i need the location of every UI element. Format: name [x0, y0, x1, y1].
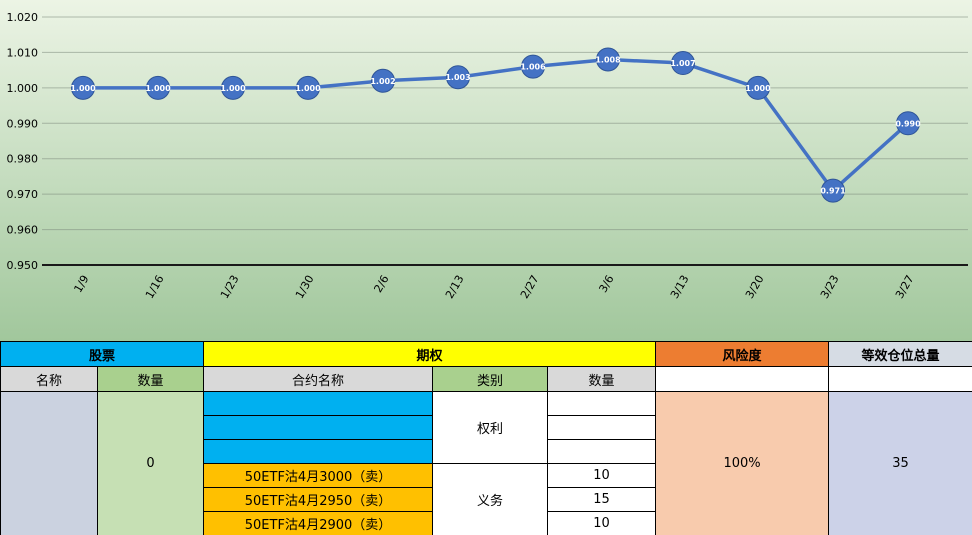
total-value-cell[interactable]: 35: [828, 391, 972, 535]
y-tick-label: 0.970: [7, 188, 39, 201]
data-point-marker: [296, 75, 320, 100]
risk-value-cell[interactable]: 100%: [655, 391, 830, 535]
subheader-category[interactable]: 类别: [432, 366, 549, 392]
option-qty-cell[interactable]: [547, 415, 657, 440]
contract-cell[interactable]: [203, 415, 434, 440]
x-tick-label: 2/13: [443, 273, 467, 301]
contract-cell[interactable]: [203, 391, 434, 416]
data-point-marker: [71, 75, 95, 100]
data-point-label: 1.000: [145, 84, 171, 93]
net-value-line-chart: 1.020 1.010 1.000 0.990 0.980 0.970 0.960 0.950…: [0, 0, 972, 341]
data-point-marker: [746, 75, 770, 100]
header-risk[interactable]: 风险度: [655, 341, 830, 367]
x-tick-label: 3/6: [596, 273, 616, 295]
subheader-option-qty[interactable]: 数量: [547, 366, 657, 392]
option-qty-cell[interactable]: 10: [547, 463, 657, 488]
data-point-label: 1.007: [670, 59, 695, 68]
data-point-label: 0.990: [895, 119, 921, 128]
y-tick-label: 0.960: [7, 224, 39, 237]
header-stock[interactable]: 股票: [0, 341, 205, 367]
data-point-marker: [371, 68, 395, 93]
data-point-label: 1.003: [445, 73, 470, 82]
positions-table: 股票 期权 风险度 等效仓位总量 名称 数量 合约名称 类别 数量 0 权利 1…: [0, 341, 972, 535]
y-tick-label: 0.990: [7, 117, 39, 130]
y-tick-label: 1.010: [7, 46, 39, 59]
subheader-total-blank[interactable]: [828, 366, 972, 392]
x-tick-label: 3/13: [668, 273, 692, 301]
data-point-label: 1.006: [520, 63, 546, 72]
data-point-label: 1.008: [595, 56, 621, 65]
y-tick-label: 0.950: [7, 259, 39, 272]
table-row: 50ETF沽4月2950（卖） 15: [1, 487, 972, 512]
subheader-stock-qty[interactable]: 数量: [96, 366, 205, 392]
header-option[interactable]: 期权: [203, 341, 657, 367]
contract-cell[interactable]: 50ETF沽4月2900（卖）: [203, 511, 434, 535]
x-tick-label: 3/27: [893, 273, 917, 301]
x-tick-label: 1/23: [218, 273, 242, 301]
sub-header-row: 名称 数量 合约名称 类别 数量: [0, 366, 972, 392]
option-qty-cell[interactable]: 10: [547, 511, 657, 535]
x-tick-label: 2/27: [518, 273, 542, 301]
x-tick-label: 1/9: [71, 273, 91, 295]
x-tick-label: 2/6: [371, 273, 391, 295]
table-row: 50ETF沽4月2900（卖） 10: [1, 511, 972, 535]
data-point-marker: [521, 54, 545, 79]
chart-svg: 1.020 1.010 1.000 0.990 0.980 0.970 0.960 0.950…: [7, 11, 968, 301]
data-point-marker: [596, 47, 620, 72]
x-tick-label: 3/20: [743, 273, 767, 301]
y-tick-label: 1.020: [7, 11, 39, 24]
table-row: [1, 415, 972, 440]
subheader-stock-name[interactable]: 名称: [0, 366, 98, 392]
data-point-label: 0.971: [820, 187, 846, 196]
stock-qty-cell[interactable]: 0: [96, 391, 205, 535]
data-point-marker: [446, 65, 470, 90]
y-tick-label: 0.980: [7, 153, 39, 166]
data-point-marker: [146, 75, 170, 100]
data-point-marker: [821, 178, 845, 203]
option-qty-cell[interactable]: [547, 439, 657, 464]
data-point-label: 1.002: [370, 77, 395, 86]
y-tick-label: 1.000: [7, 82, 39, 95]
data-point-label: 1.000: [745, 84, 771, 93]
option-qty-cell[interactable]: [547, 391, 657, 416]
table-row: 50ETF沽4月3000（卖） 义务 10: [1, 463, 972, 535]
category-rights-cell[interactable]: 权利: [432, 391, 549, 464]
series-line: [81, 57, 910, 193]
contract-cell[interactable]: [203, 439, 434, 464]
data-point-marker: [221, 75, 245, 100]
x-tick-label: 1/30: [293, 273, 317, 301]
category-obligations-cell[interactable]: 义务: [432, 463, 549, 535]
subheader-contract-name[interactable]: 合约名称: [203, 366, 434, 392]
x-tick-label: 1/16: [143, 273, 167, 301]
data-point-label: 1.000: [220, 84, 246, 93]
data-point-label: 1.000: [70, 84, 96, 93]
stock-name-cell[interactable]: [0, 391, 98, 535]
contract-cell[interactable]: 50ETF沽4月2950（卖）: [203, 487, 434, 512]
data-point-marker: [896, 111, 920, 136]
option-qty-cell[interactable]: 15: [547, 487, 657, 512]
header-total[interactable]: 等效仓位总量: [828, 341, 972, 367]
table-row: 0 权利 100% 35: [0, 391, 972, 535]
table-row: [1, 439, 972, 464]
data-point-label: 1.000: [295, 84, 321, 93]
data-point-marker: [671, 51, 695, 76]
x-tick-label: 3/23: [818, 273, 842, 301]
group-header-row: 股票 期权 风险度 等效仓位总量: [0, 341, 972, 367]
contract-cell[interactable]: 50ETF沽4月3000（卖）: [203, 463, 434, 488]
subheader-risk-blank[interactable]: [655, 366, 830, 392]
